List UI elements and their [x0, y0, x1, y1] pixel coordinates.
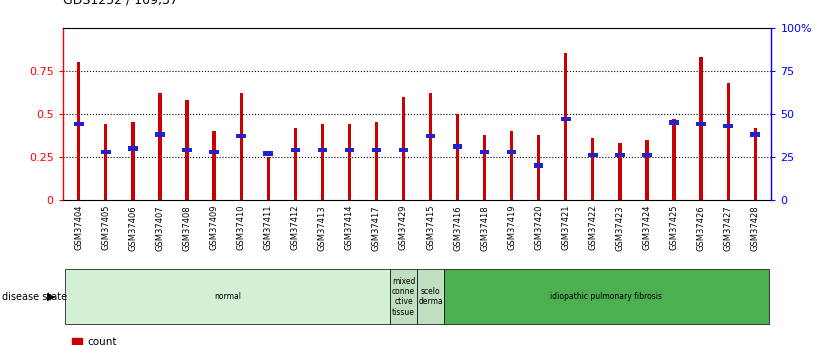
Bar — [185, 100, 188, 200]
Bar — [344, 148, 354, 152]
Bar — [78, 62, 80, 200]
Bar — [158, 93, 162, 200]
Bar — [672, 119, 676, 200]
Bar — [426, 134, 435, 138]
Text: disease state: disease state — [2, 292, 67, 302]
Text: mixed
conne
ctive
tissue: mixed conne ctive tissue — [392, 277, 415, 317]
Bar — [65, 269, 390, 324]
Text: scelo
derma: scelo derma — [418, 287, 443, 306]
Bar — [618, 143, 621, 200]
Bar — [348, 124, 351, 200]
Text: normal: normal — [214, 292, 241, 301]
Bar — [101, 150, 111, 154]
Text: GDS1252 / 109,37: GDS1252 / 109,37 — [63, 0, 178, 7]
Bar — [615, 153, 625, 157]
Bar — [209, 150, 219, 154]
Bar — [483, 135, 486, 200]
Bar — [670, 120, 679, 125]
Bar — [591, 138, 595, 200]
Bar — [510, 131, 513, 200]
Bar — [564, 53, 567, 200]
Bar — [456, 114, 460, 200]
Bar — [700, 57, 703, 200]
Bar — [104, 124, 108, 200]
Bar — [74, 122, 83, 126]
Bar — [402, 97, 405, 200]
Bar — [726, 83, 730, 200]
Bar — [155, 132, 164, 137]
Text: ▶: ▶ — [48, 292, 56, 302]
Legend: count, percentile rank within the sample: count, percentile rank within the sample — [68, 333, 268, 345]
Bar — [723, 124, 733, 128]
Bar — [236, 134, 246, 138]
Bar — [444, 269, 769, 324]
Bar — [267, 157, 270, 200]
Bar — [588, 153, 598, 157]
Bar — [480, 150, 490, 154]
Text: idiopathic pulmonary fibrosis: idiopathic pulmonary fibrosis — [550, 292, 662, 301]
Bar — [294, 128, 297, 200]
Bar — [417, 269, 444, 324]
Bar — [374, 122, 378, 200]
Bar — [372, 148, 381, 152]
Bar — [537, 135, 540, 200]
Bar — [239, 93, 243, 200]
Bar — [696, 122, 706, 126]
Bar — [128, 146, 138, 150]
Bar — [642, 153, 651, 157]
Bar — [754, 128, 756, 200]
Bar — [183, 148, 192, 152]
Bar — [264, 151, 273, 156]
Bar — [429, 93, 432, 200]
Bar — [507, 150, 516, 154]
Bar — [321, 124, 324, 200]
Bar — [131, 122, 134, 200]
Bar — [646, 140, 649, 200]
Bar — [453, 145, 462, 149]
Bar — [751, 132, 760, 137]
Bar — [561, 117, 570, 121]
Bar — [290, 148, 300, 152]
Bar — [213, 131, 216, 200]
Bar — [390, 269, 417, 324]
Bar — [318, 148, 327, 152]
Bar — [534, 164, 544, 168]
Bar — [399, 148, 408, 152]
